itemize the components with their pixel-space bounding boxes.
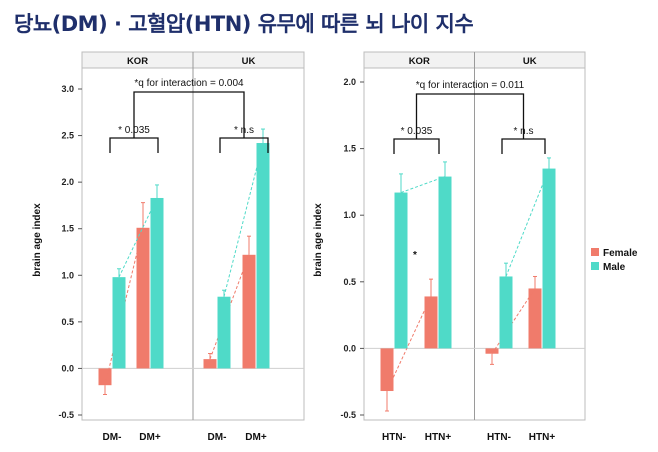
y-axis-label: brain age index xyxy=(313,203,324,277)
y-tick-label: 2.0 xyxy=(61,177,74,187)
legend-swatch-female xyxy=(591,248,599,256)
interaction-bracket xyxy=(415,93,525,139)
female-bar xyxy=(528,288,542,349)
y-tick-label: -0.5 xyxy=(340,410,356,420)
female-bar xyxy=(203,359,217,369)
star-annotation: * xyxy=(413,250,417,261)
legend-label: Female xyxy=(603,248,638,259)
y-tick-label: 0.5 xyxy=(61,317,74,327)
y-tick-label: 1.0 xyxy=(61,270,74,280)
female-bar xyxy=(424,296,438,349)
category-label: HTN+ xyxy=(529,432,556,443)
panel-label: UK xyxy=(523,56,537,67)
legend-swatch-male xyxy=(591,262,599,270)
female-bar xyxy=(98,368,112,386)
y-axis-label: brain age index xyxy=(32,203,43,277)
y-tick-label: 0.0 xyxy=(61,363,74,373)
male-bar xyxy=(217,296,231,369)
male-bar xyxy=(256,143,270,369)
male-bar xyxy=(438,176,452,349)
male-bar xyxy=(542,168,556,349)
category-label: HTN+ xyxy=(425,432,452,443)
male-trend-line xyxy=(505,168,550,277)
y-tick-label: 3.0 xyxy=(61,84,74,94)
interaction-label: *q for interaction = 0.011 xyxy=(416,80,525,91)
y-tick-label: 1.0 xyxy=(343,210,356,220)
y-tick-label: 0.5 xyxy=(343,277,356,287)
y-tick-label: 0.0 xyxy=(343,343,356,353)
y-tick-label: 1.5 xyxy=(61,224,74,234)
female-bar xyxy=(242,254,256,369)
panel-label: UK xyxy=(242,56,256,67)
female-bar xyxy=(485,348,499,354)
category-label: DM+ xyxy=(245,432,267,443)
male-bar xyxy=(112,277,126,369)
panel-label: KOR xyxy=(409,56,430,67)
male-trend-line xyxy=(400,176,446,194)
category-label: HTN- xyxy=(487,432,511,443)
y-tick-label: 1.5 xyxy=(343,144,356,154)
category-label: HTN- xyxy=(382,432,406,443)
female-trend-line xyxy=(491,288,536,355)
female-bar xyxy=(380,348,394,392)
y-tick-label: 2.5 xyxy=(61,131,74,141)
male-bar xyxy=(499,276,513,349)
male-bar xyxy=(150,197,164,369)
panel-label: KOR xyxy=(127,56,148,67)
female-trend-line xyxy=(386,296,432,392)
interaction-bracket xyxy=(133,91,245,138)
category-label: DM+ xyxy=(139,432,161,443)
interaction-label: *q for interaction = 0.004 xyxy=(134,78,244,89)
male-trend-line xyxy=(223,142,264,297)
male-bar xyxy=(394,192,408,349)
page-title: 당뇨(DM) · 고혈압(HTN) 유무에 따른 뇌 나이 지수 xyxy=(14,12,474,36)
category-label: DM- xyxy=(208,432,227,443)
legend-label: Male xyxy=(603,262,626,273)
category-label: DM- xyxy=(103,432,122,443)
female-bar xyxy=(136,227,150,369)
y-tick-label: 2.0 xyxy=(343,77,356,87)
y-tick-label: -0.5 xyxy=(58,410,74,420)
